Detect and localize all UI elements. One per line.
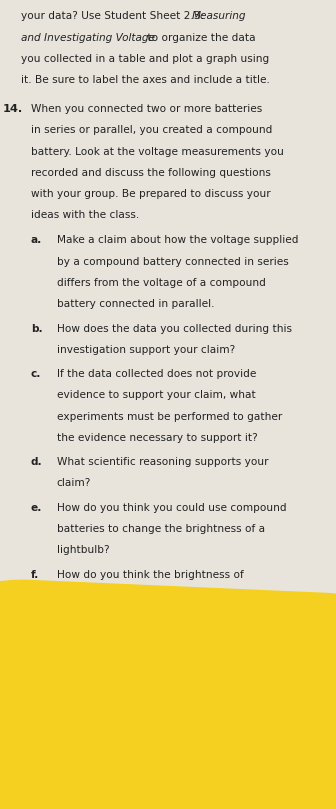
Text: the evidence necessary to support it?: the evidence necessary to support it?	[57, 433, 257, 443]
Text: How does the data you collected during this: How does the data you collected during t…	[57, 324, 292, 333]
Text: you collected in a table and plot a graph using: you collected in a table and plot a grap…	[22, 54, 270, 64]
Text: recorded and discuss the following questions: recorded and discuss the following quest…	[31, 167, 270, 178]
Text: How do you think the brightness of: How do you think the brightness of	[57, 570, 244, 579]
Text: How do you think you could use compound: How do you think you could use compound	[57, 502, 286, 513]
Text: by a compound battery connected in series: by a compound battery connected in serie…	[57, 256, 289, 267]
Text: experiments must be performed to gather: experiments must be performed to gather	[57, 412, 282, 421]
Text: e.: e.	[31, 502, 42, 513]
Text: c.: c.	[31, 369, 41, 379]
Text: batteries to change the brightness of a: batteries to change the brightness of a	[57, 524, 265, 534]
Text: describe how the structure of a: describe how the structure of a	[37, 761, 212, 771]
Text: claim?: claim?	[57, 478, 91, 489]
Text: When you connected two or more batteries: When you connected two or more batteries	[31, 104, 262, 114]
Text: ideas with the class.: ideas with the class.	[31, 210, 139, 220]
Text: in series or parallel, you created a compound: in series or parallel, you created a com…	[31, 125, 272, 135]
Text: it. Be sure to label the axes and include a title.: it. Be sure to label the axes and includ…	[22, 75, 270, 85]
Text: differs from one in parallel. Next,: differs from one in parallel. Next,	[37, 738, 221, 748]
Text: investigation support your claim?: investigation support your claim?	[57, 345, 235, 355]
Text: EXIT SLIP: EXIT SLIP	[43, 663, 109, 676]
Text: its function in a circuit.: its function in a circuit.	[37, 807, 165, 809]
Text: and Investigating Voltage: and Investigating Voltage	[22, 32, 156, 43]
Text: f.: f.	[31, 570, 39, 579]
Text: to organize the data: to organize the data	[144, 32, 255, 43]
Text: Make a claim about how the voltage supplied: Make a claim about how the voltage suppl…	[57, 235, 298, 245]
Text: Measuring: Measuring	[192, 11, 246, 21]
Text: d.: d.	[31, 457, 42, 468]
Text: battery connected in parallel.: battery connected in parallel.	[57, 299, 214, 309]
Text: measured across it?: measured across it?	[57, 612, 163, 622]
Text: a lightbulb is related to the voltage: a lightbulb is related to the voltage	[57, 591, 245, 601]
Text: If the data collected does not provide: If the data collected does not provide	[57, 369, 256, 379]
Text: 14.: 14.	[3, 104, 23, 114]
Text: differs from the voltage of a compound: differs from the voltage of a compound	[57, 278, 266, 288]
Text: a compound battery in series: a compound battery in series	[37, 714, 201, 724]
Text: with your group. Be prepared to discuss your: with your group. Be prepared to discuss …	[31, 189, 270, 199]
Text: your data? Use Student Sheet 2.3:: your data? Use Student Sheet 2.3:	[22, 11, 208, 21]
Text: compound battery is related to: compound battery is related to	[37, 784, 210, 794]
Text: lightbulb?: lightbulb?	[57, 545, 110, 555]
Text: Describe how the structure of: Describe how the structure of	[37, 691, 203, 701]
Text: a.: a.	[31, 235, 42, 245]
Text: evidence to support your claim, what: evidence to support your claim, what	[57, 391, 255, 400]
Text: What scientific reasoning supports your: What scientific reasoning supports your	[57, 457, 268, 468]
Text: battery. Look at the voltage measurements you: battery. Look at the voltage measurement…	[31, 146, 284, 157]
Text: b.: b.	[31, 324, 42, 333]
